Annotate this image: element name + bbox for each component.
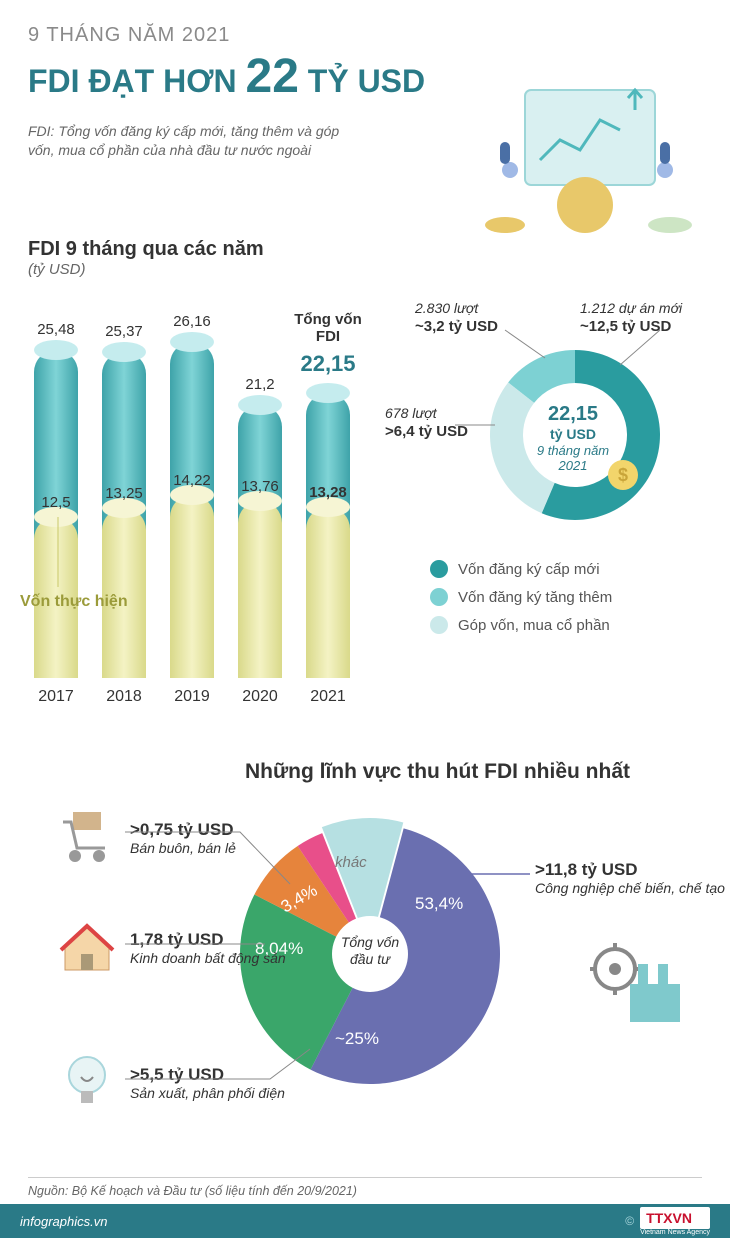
name-realestate: Kinh doanh bất động sản <box>130 950 286 968</box>
legend-dot <box>430 588 448 606</box>
fdi-definition: FDI: Tổng vốn đăng ký cấp mới, tăng thêm… <box>28 122 368 160</box>
divider <box>28 1177 702 1178</box>
name-electricity: Sản xuất, phân phối điện <box>130 1085 285 1103</box>
logo-subtitle: Vietnam News Agency <box>640 1229 710 1236</box>
label-realestate: 1,78 tỷ USD Kinh doanh bất động sản <box>130 929 286 968</box>
bar-year-label: 2018 <box>89 688 159 706</box>
source-citation: Nguồn: Bộ Kế hoạch và Đầu tư (số liệu tí… <box>0 1184 730 1204</box>
donut-label-new: 1.212 dự án mới ~12,5 tỷ USD <box>580 300 682 336</box>
donut-center-unit: tỷ USD <box>523 426 623 443</box>
donut-new-count: 1.212 dự án mới <box>580 300 682 318</box>
legend-item: Vốn đăng ký tăng thêm <box>430 588 612 606</box>
legend-item: Góp vốn, mua cổ phần <box>430 616 612 634</box>
bar-chart-section: FDI 9 tháng qua các năm (tỷ USD) 25,4812… <box>28 238 368 706</box>
bar-chart-title: FDI 9 tháng qua các năm <box>28 238 368 261</box>
cart-icon <box>55 804 119 868</box>
footer-bar: infographics.vn © TTXVN Vietnam News Age… <box>0 1204 730 1238</box>
footer-url: infographics.vn <box>20 1214 107 1229</box>
legend-text: Vốn đăng ký tăng thêm <box>458 589 612 606</box>
donut-label-buy: 678 lượt >6,4 tỷ USD <box>385 405 468 441</box>
donut-legend: Vốn đăng ký cấp mới Vốn đăng ký tăng thêm… <box>430 560 612 644</box>
bulb-icon <box>55 1049 119 1113</box>
donut-center: 22,15 tỷ USD 9 tháng năm 2021 <box>523 402 623 474</box>
title-post: TỶ USD <box>299 63 425 99</box>
donut-label-add: 2.830 lượt ~3,2 tỷ USD <box>415 300 498 336</box>
val-electricity: >5,5 tỷ USD <box>130 1064 285 1085</box>
val-retail: >0,75 tỷ USD <box>130 819 236 840</box>
name-manufacturing: Công nghiệp chế biến, chế tạo <box>535 880 725 898</box>
donut-buy-count: 678 lượt <box>385 405 468 423</box>
footer: Nguồn: Bộ Kế hoạch và Đầu tư (số liệu tí… <box>0 1184 730 1238</box>
legend-text: Góp vốn, mua cổ phần <box>458 617 610 634</box>
legend-dot <box>430 560 448 578</box>
infographic-root: 9 THÁNG NĂM 2021 FDI ĐẠT HƠN 22 TỶ USD F… <box>0 0 730 1238</box>
pie-section: Những lĩnh vực thu hút FDI nhiều nhất Tổ… <box>0 760 730 1144</box>
copyright-icon: © <box>625 1214 634 1228</box>
bar-year-label: 2020 <box>225 688 295 706</box>
title-pre: FDI ĐẠT HƠN <box>28 63 246 99</box>
donut-add-count: 2.830 lượt <box>415 300 498 318</box>
bar-year-label: 2019 <box>157 688 227 706</box>
house-icon <box>55 914 119 978</box>
pie-center-label: Tổng vốn đầu tư <box>335 934 405 968</box>
donut-chart-section: $ 1.212 dự án mới ~12,5 tỷ USD 2.830 lượ… <box>395 310 715 555</box>
ttxvn-logo: TTXVN <box>640 1207 710 1229</box>
val-manufacturing: >11,8 tỷ USD <box>535 859 725 880</box>
val-realestate: 1,78 tỷ USD <box>130 929 286 950</box>
footer-logo-group: © TTXVN Vietnam News Agency <box>625 1207 710 1236</box>
title-big: 22 <box>246 50 299 103</box>
label-manufacturing: >11,8 tỷ USD Công nghiệp chế biến, chế t… <box>535 859 725 898</box>
pct-manufacturing: 53,4% <box>415 894 463 914</box>
hero-illustration <box>470 70 700 250</box>
bar-year-label: 2017 <box>21 688 91 706</box>
pct-other: khác <box>335 854 367 871</box>
legend-text: Vốn đăng ký cấp mới <box>458 561 600 578</box>
period-subtitle: 9 THÁNG NĂM 2021 <box>28 24 702 47</box>
pie-area: Tổng vốn đầu tư 53,4% ~25% 8,04% 3,4% kh… <box>0 784 730 1144</box>
legend-dot <box>430 616 448 634</box>
bar-chart-area: 25,4812,5201725,3713,25201826,1614,22201… <box>28 286 368 706</box>
pct-electricity: ~25% <box>335 1029 379 1049</box>
label-electricity: >5,5 tỷ USD Sản xuất, phân phối điện <box>130 1064 285 1103</box>
bar-chart-unit: (tỷ USD) <box>28 261 368 278</box>
donut-center-sub: 9 tháng năm 2021 <box>523 443 623 474</box>
name-retail: Bán buôn, bán lẻ <box>130 840 236 858</box>
bar-year-label: 2021 <box>293 688 363 706</box>
donut-center-value: 22,15 <box>523 402 623 426</box>
label-retail: >0,75 tỷ USD Bán buôn, bán lẻ <box>130 819 236 858</box>
factory-icon <box>590 934 690 1034</box>
donut-buy-value: >6,4 tỷ USD <box>385 423 468 442</box>
donut-add-value: ~3,2 tỷ USD <box>415 318 498 337</box>
donut-new-value: ~12,5 tỷ USD <box>580 318 682 337</box>
pie-title: Những lĩnh vực thu hút FDI nhiều nhất <box>0 760 730 784</box>
legend-item: Vốn đăng ký cấp mới <box>430 560 612 578</box>
